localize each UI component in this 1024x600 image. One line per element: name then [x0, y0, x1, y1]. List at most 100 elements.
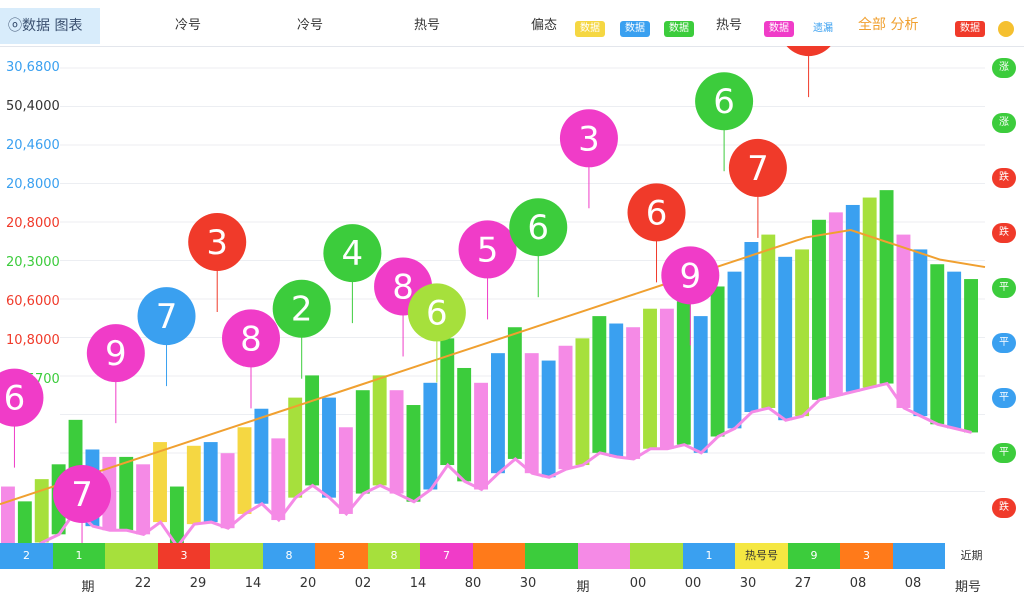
bar	[710, 286, 725, 437]
x-tick-label: 期	[81, 580, 95, 595]
strip-cell[interactable]: 9	[787, 543, 841, 569]
filter-pill-magenta[interactable]: 数据	[764, 21, 794, 37]
strip-cell[interactable]	[472, 543, 526, 569]
analysis-link[interactable]: 全部 分析	[858, 17, 919, 33]
tab-cold-2[interactable]: 冷号	[297, 18, 324, 33]
top-toolbar: ⓞ数据 图表 冷号 冷号 热号 偏态 数据 数据 数据 热号 数据 遗漏 全部 …	[0, 0, 1024, 47]
strip-cell[interactable]: 8	[367, 543, 421, 569]
y-tick-label: 10,8000	[6, 333, 60, 348]
strip-cell[interactable]	[210, 543, 263, 569]
filter-pill-red[interactable]: 数据	[955, 21, 985, 37]
side-status-badge[interactable]: 平	[992, 278, 1016, 298]
strip-cell[interactable]	[577, 543, 631, 569]
bar	[372, 375, 387, 486]
strip-cell[interactable]: 1	[52, 543, 106, 569]
marker-circle	[728, 138, 787, 197]
strip-cell[interactable]: 热号号	[735, 543, 788, 569]
bar	[812, 219, 826, 400]
bar	[322, 397, 336, 498]
marker-label: 5	[477, 230, 499, 270]
x-tick-label: 00	[684, 576, 702, 591]
y-tick-label: 20,8000	[6, 216, 60, 231]
marker-circle	[188, 213, 247, 272]
x-tick-label: 14	[244, 576, 262, 591]
filter-pill-green[interactable]: 数据	[664, 21, 694, 37]
bar	[119, 456, 134, 531]
tab-hot[interactable]: 热号	[414, 18, 441, 33]
tab-bias[interactable]: 偏态	[531, 18, 558, 33]
side-status-badge[interactable]: 涨	[992, 113, 1016, 133]
side-status-badge[interactable]: 跌	[992, 223, 1016, 243]
side-status-badge[interactable]: 平	[992, 443, 1016, 463]
tab-hot-2[interactable]: 热号	[716, 18, 743, 33]
x-tick-label: 08	[849, 576, 867, 591]
y-tick-label: 20,4600	[6, 138, 60, 153]
strip-cell[interactable]: 3	[840, 543, 893, 569]
x-tick-label: 30	[739, 576, 757, 591]
bar	[136, 464, 151, 535]
side-status-badge[interactable]: 跌	[992, 168, 1016, 188]
marker-circle	[0, 368, 44, 427]
bar	[795, 249, 810, 417]
strip-cell[interactable]	[525, 543, 578, 569]
x-tick-label: 30	[519, 576, 537, 591]
x-tick-label: 22	[134, 576, 152, 591]
marker-label: 4	[342, 234, 364, 274]
x-tick-label: 80	[464, 576, 482, 591]
bar	[575, 338, 590, 466]
strip-cell[interactable]	[105, 543, 158, 569]
marker-circle	[323, 224, 382, 283]
bar	[305, 375, 320, 486]
y-tick-label: 60,6000	[6, 294, 60, 309]
y-tick-label: 20,8000	[6, 177, 60, 192]
marker-label: 6	[527, 208, 549, 248]
bar	[676, 301, 691, 445]
bar	[153, 442, 167, 523]
strip-cell[interactable]: 7	[420, 543, 473, 569]
bar	[778, 256, 793, 421]
bar	[913, 249, 928, 417]
bar	[169, 486, 184, 543]
strip-cell[interactable]: 近期	[945, 543, 998, 569]
strip-cell[interactable]: 3	[315, 543, 368, 569]
side-status-badge[interactable]: 平	[992, 333, 1016, 353]
bar	[626, 327, 641, 459]
trend-line-pink	[38, 381, 972, 543]
side-status-badge[interactable]: 涨	[992, 58, 1016, 78]
filter-pill-yellow[interactable]: 数据	[575, 21, 605, 37]
side-status-badge[interactable]: 平	[992, 388, 1016, 408]
bar	[423, 382, 438, 490]
bar	[643, 308, 657, 449]
marker-label: 8	[392, 267, 414, 307]
bar	[879, 190, 894, 384]
marker-circle	[272, 279, 331, 338]
y-tick-label: 30,6800	[6, 60, 60, 75]
x-tick-label: 08	[904, 576, 922, 591]
marker-circle	[222, 309, 280, 368]
tab-cold-1[interactable]: 冷号	[175, 18, 202, 33]
strip-cell[interactable]	[630, 543, 683, 569]
filter-pill-blue[interactable]: 数据	[620, 21, 650, 37]
strip-cell[interactable]: 1	[682, 543, 736, 569]
marker-circle	[661, 246, 720, 305]
x-tick-label: 期号	[954, 580, 981, 595]
bottom-color-strip: 2 1 3 8 3 8 7 1 热号号 9 3 近期	[0, 543, 1024, 571]
bar	[558, 345, 573, 470]
strip-cell[interactable]: 2	[0, 543, 53, 569]
strip-cell[interactable]: 8	[262, 543, 316, 569]
app-brand[interactable]: ⓞ数据 图表	[0, 8, 100, 44]
bar	[845, 204, 860, 392]
marker-circle	[627, 183, 686, 242]
marker-label: 6	[426, 293, 448, 333]
marker-label: 6	[713, 82, 735, 122]
settings-dot-icon[interactable]	[998, 21, 1014, 37]
marker-circle	[53, 464, 112, 523]
bar	[727, 271, 742, 429]
strip-cell[interactable]	[892, 543, 946, 569]
bar	[203, 442, 218, 523]
filter-pill-missing[interactable]: 遗漏	[808, 21, 838, 37]
strip-cell[interactable]: 3	[157, 543, 211, 569]
marker-circle	[559, 109, 618, 168]
bar	[541, 360, 556, 478]
side-status-badge[interactable]: 跌	[992, 498, 1016, 518]
